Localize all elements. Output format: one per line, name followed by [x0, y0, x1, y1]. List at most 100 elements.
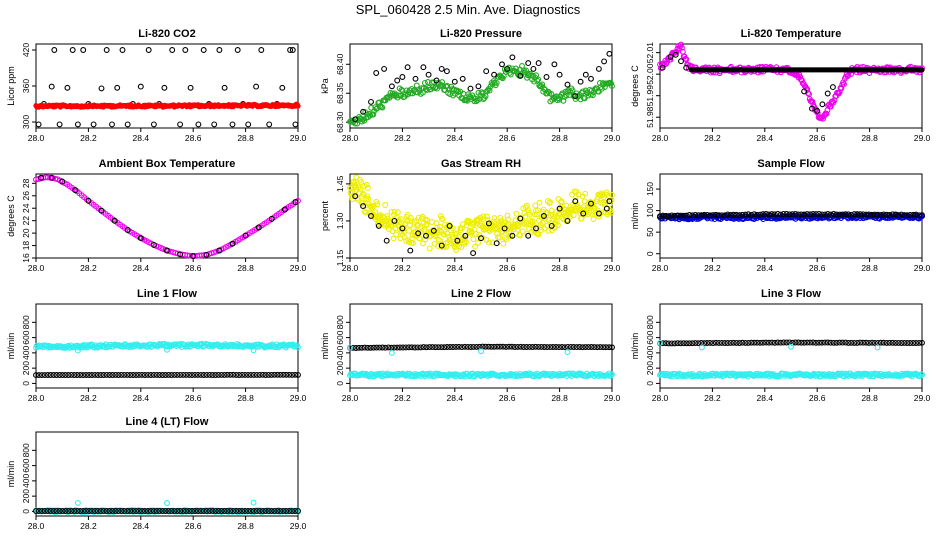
data-point — [439, 216, 446, 222]
plot-frame — [349, 173, 613, 259]
data-point — [677, 212, 684, 219]
data-point — [239, 508, 246, 514]
data-point — [529, 344, 536, 350]
data-point — [64, 84, 71, 91]
data-point — [88, 372, 95, 378]
series-sample-raw — [657, 210, 925, 220]
data-point — [556, 205, 563, 212]
y-tick-label: 52.01 — [645, 42, 655, 64]
data-point — [145, 47, 152, 53]
data-point — [721, 340, 728, 346]
data-point — [405, 344, 412, 351]
y-tick-label: 68.40 — [335, 53, 345, 75]
data-point — [573, 344, 580, 351]
data-point — [279, 84, 286, 91]
data-point — [464, 343, 471, 350]
data-point — [811, 371, 818, 378]
data-point — [203, 371, 210, 378]
data-point — [109, 121, 115, 128]
data-point — [35, 372, 42, 379]
data-point — [508, 343, 515, 350]
data-point — [242, 508, 248, 514]
data-point — [236, 372, 243, 378]
data-point — [662, 213, 669, 219]
data-point — [47, 508, 54, 514]
data-point — [74, 508, 81, 514]
y-axis-label: percent — [320, 200, 330, 231]
data-point — [432, 344, 439, 351]
data-point — [533, 225, 539, 232]
data-point — [556, 71, 563, 78]
data-point — [860, 211, 867, 218]
data-point — [573, 201, 580, 208]
data-point — [53, 372, 60, 378]
data-point — [824, 211, 831, 217]
data-point — [842, 339, 849, 346]
y-tick-label: 0 — [21, 381, 31, 386]
x-tick-label: 28.2 — [80, 133, 97, 143]
data-point — [821, 339, 828, 346]
data-point — [59, 508, 66, 514]
chart-title: Li-820 Pressure — [440, 28, 522, 40]
data-point — [609, 83, 615, 90]
data-point — [453, 343, 459, 350]
data-point — [423, 232, 429, 239]
data-point — [211, 121, 218, 128]
x-tick-label: 29.0 — [604, 133, 621, 143]
data-point — [680, 340, 687, 347]
data-point — [733, 339, 740, 346]
data-point — [482, 343, 489, 350]
data-point — [895, 339, 902, 346]
data-point — [558, 198, 565, 205]
data-point — [124, 508, 131, 514]
data-point — [595, 65, 602, 72]
data-point — [721, 212, 728, 219]
page-title: SPL_060428 2.5 Min. Ave. Diagnostics — [355, 2, 581, 17]
data-point — [352, 193, 359, 200]
data-point — [701, 211, 708, 218]
data-point — [130, 372, 137, 378]
data-point — [91, 508, 98, 514]
series-line1-high — [33, 340, 301, 351]
data-point — [391, 217, 398, 224]
data-point — [757, 339, 764, 346]
data-point — [404, 64, 411, 71]
data-point — [48, 83, 55, 90]
data-point — [44, 508, 51, 514]
data-point — [391, 344, 398, 351]
data-point — [443, 68, 450, 75]
data-point — [904, 212, 911, 219]
data-point — [512, 65, 519, 72]
x-tick-label: 28.8 — [237, 133, 254, 143]
data-point — [164, 500, 170, 506]
data-point — [454, 237, 461, 244]
data-point — [165, 508, 172, 514]
data-point — [665, 213, 672, 220]
data-point — [86, 508, 92, 514]
data-point — [159, 508, 166, 514]
data-point — [33, 372, 39, 379]
data-point — [503, 343, 509, 350]
x-tick-label: 28.4 — [757, 133, 774, 143]
data-point — [473, 343, 480, 350]
data-point — [538, 343, 545, 350]
y-tick-label: 51.98 — [645, 106, 655, 128]
x-tick-label: 28.2 — [704, 263, 721, 273]
data-point — [292, 121, 299, 128]
data-point — [239, 371, 246, 378]
data-point — [153, 371, 160, 378]
x-tick-label: 29.0 — [914, 393, 931, 403]
data-point — [458, 244, 465, 251]
data-point — [80, 372, 87, 379]
y-tick-label: 16 — [21, 253, 31, 263]
data-point — [421, 79, 428, 86]
data-point — [420, 344, 427, 351]
data-point — [678, 58, 684, 65]
data-point — [804, 339, 811, 346]
data-point — [141, 372, 148, 378]
x-tick-label: 28.6 — [809, 133, 826, 143]
data-point — [898, 340, 905, 346]
x-tick-label: 28.8 — [861, 263, 878, 273]
data-point — [547, 199, 553, 206]
data-point — [177, 341, 184, 347]
